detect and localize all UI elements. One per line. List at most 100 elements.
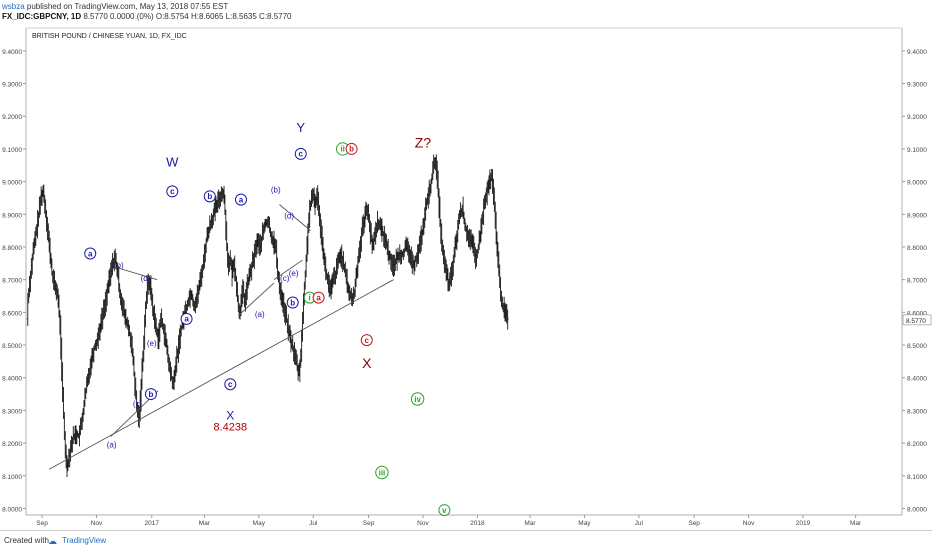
y-tick-label-left: 8.8000 — [2, 245, 22, 252]
wave-label-circle — [345, 142, 358, 155]
wave-label-circle — [286, 296, 299, 309]
wave-label: ii — [340, 145, 344, 154]
wave-label: a — [316, 293, 321, 302]
y-tick-label-right: 8.1000 — [907, 474, 927, 481]
x-tick-label: Sep — [36, 520, 48, 527]
wave-label: (a) — [107, 441, 117, 450]
wave-label: b — [207, 192, 212, 201]
wave-label: 8.4238 — [213, 422, 247, 434]
tradingview-brand-link[interactable]: TradingView — [62, 536, 107, 545]
y-tick-label-right: 9.3000 — [907, 82, 927, 89]
wave-label: (b) — [271, 186, 281, 195]
x-tick-label: Sep — [688, 520, 700, 527]
y-tick-label-left: 9.2000 — [2, 114, 22, 121]
wave-label: a — [88, 249, 93, 258]
y-tick-label-left: 9.1000 — [2, 147, 22, 154]
price-chart[interactable]: 9.4000 9.4000 9.3000 9.3000 9.2000 9.2000 9.10… — [0, 0, 932, 530]
y-tick-label-right: 8.4000 — [907, 376, 927, 383]
y-tick-label-right: 8.3000 — [907, 408, 927, 415]
symbol-info-line: FX_IDC:GBPCNY, 1D 8.5770 0.0000 (0%) O:8… — [2, 12, 292, 22]
publish-info-text: published on TradingView.com, May 13, 20… — [24, 2, 229, 11]
y-tick-label-left: 9.0000 — [2, 180, 22, 187]
wave-label: b — [290, 298, 295, 307]
trendline — [48, 279, 394, 470]
wave-label: Z? — [415, 134, 432, 150]
wave-label: b — [148, 390, 153, 399]
wave-label: X — [362, 355, 372, 371]
x-tick-label: Mar — [199, 520, 211, 527]
wave-label: X — [226, 409, 234, 423]
y-tick-label-right: 8.5000 — [907, 343, 927, 350]
wave-label: c — [170, 187, 175, 196]
wave-label: a — [239, 195, 244, 204]
wave-label: (d) — [141, 274, 151, 283]
y-tick-label-left: 8.9000 — [2, 212, 22, 219]
tradingview-logo-icon: ☁ — [48, 536, 57, 546]
wave-label: iii — [379, 468, 386, 477]
y-tick-label-right: 8.8000 — [907, 245, 927, 252]
y-tick-label-left: 8.2000 — [2, 441, 22, 448]
wave-label: c — [365, 336, 370, 345]
wave-label: (a) — [255, 310, 265, 319]
publish-header: wsbza published on TradingView.com, May … — [2, 2, 292, 22]
y-tick-label-right: 9.2000 — [907, 114, 927, 121]
last-price-box — [902, 314, 932, 326]
wave-label: (b) — [114, 261, 124, 270]
created-with-label: Created with — [4, 536, 49, 545]
trendline — [238, 282, 275, 316]
footer-bar: Created with ☁ TradingView — [0, 530, 932, 551]
x-tick-label: Nov — [91, 520, 103, 527]
wave-label-circle — [294, 147, 307, 160]
trendline — [279, 204, 311, 231]
x-tick-label: Jul — [635, 520, 644, 527]
wave-label: (c) — [280, 274, 290, 283]
x-tick-label: Nov — [743, 520, 755, 527]
y-tick-label-right: 8.2000 — [907, 441, 927, 448]
x-tick-label: Mar — [524, 520, 536, 527]
last-price-label: 8.5770 — [906, 318, 926, 325]
author-link[interactable]: wsbza — [2, 2, 25, 11]
wave-label-circle — [180, 312, 193, 325]
wave-label-circle — [375, 465, 389, 480]
wave-label-circle — [234, 193, 247, 206]
wave-label-circle — [410, 392, 425, 406]
wave-label-circle — [438, 504, 451, 517]
x-tick-label: May — [253, 520, 266, 527]
wave-label: Y — [296, 120, 305, 135]
ohlc-values: 8.5770 0.0000 (0%) O:8.5754 H:8.6065 L:8… — [81, 12, 292, 21]
y-tick-label-left: 8.1000 — [2, 474, 22, 481]
wave-label-circle — [203, 190, 216, 203]
y-tick-label-left: 8.6000 — [2, 310, 22, 317]
y-tick-label-right: 8.9000 — [907, 212, 927, 219]
x-tick-label: Jul — [309, 520, 318, 527]
y-tick-label-left: 9.3000 — [2, 82, 22, 89]
price-bars — [26, 154, 509, 477]
wave-label-circle — [360, 334, 373, 347]
trendline — [273, 259, 303, 281]
wave-label: (e) — [289, 269, 299, 278]
wave-label: i — [309, 293, 311, 302]
y-tick-label-left: 8.7000 — [2, 278, 22, 285]
x-tick-label: May — [578, 520, 591, 527]
y-tick-label-left: 9.4000 — [2, 49, 22, 56]
y-tick-label-right: 8.0000 — [907, 506, 927, 513]
y-tick-label-left: 8.4000 — [2, 376, 22, 383]
y-tick-label-right: 9.0000 — [907, 180, 927, 187]
wave-label: b — [349, 145, 354, 154]
wave-label-circle — [144, 388, 157, 401]
y-tick-label-left: 8.0000 — [2, 506, 22, 513]
wave-label: W — [166, 155, 179, 170]
wave-label-circle — [224, 378, 237, 391]
wave-label: c — [299, 150, 304, 159]
y-tick-label-right: 9.4000 — [907, 49, 927, 56]
x-tick-label: 2018 — [470, 520, 485, 527]
chart-title: BRITISH POUND / CHINESE YUAN, 1D, FX_IDC — [32, 33, 187, 40]
x-tick-label: Mar — [850, 520, 862, 527]
wave-label: a — [184, 315, 189, 324]
x-tick-label: 2019 — [796, 520, 811, 527]
wave-label: (e) — [147, 339, 157, 348]
y-tick-label-right: 8.7000 — [907, 278, 927, 285]
trendline — [113, 266, 158, 281]
y-tick-label-left: 8.5000 — [2, 343, 22, 350]
wave-label: iv — [414, 395, 421, 404]
